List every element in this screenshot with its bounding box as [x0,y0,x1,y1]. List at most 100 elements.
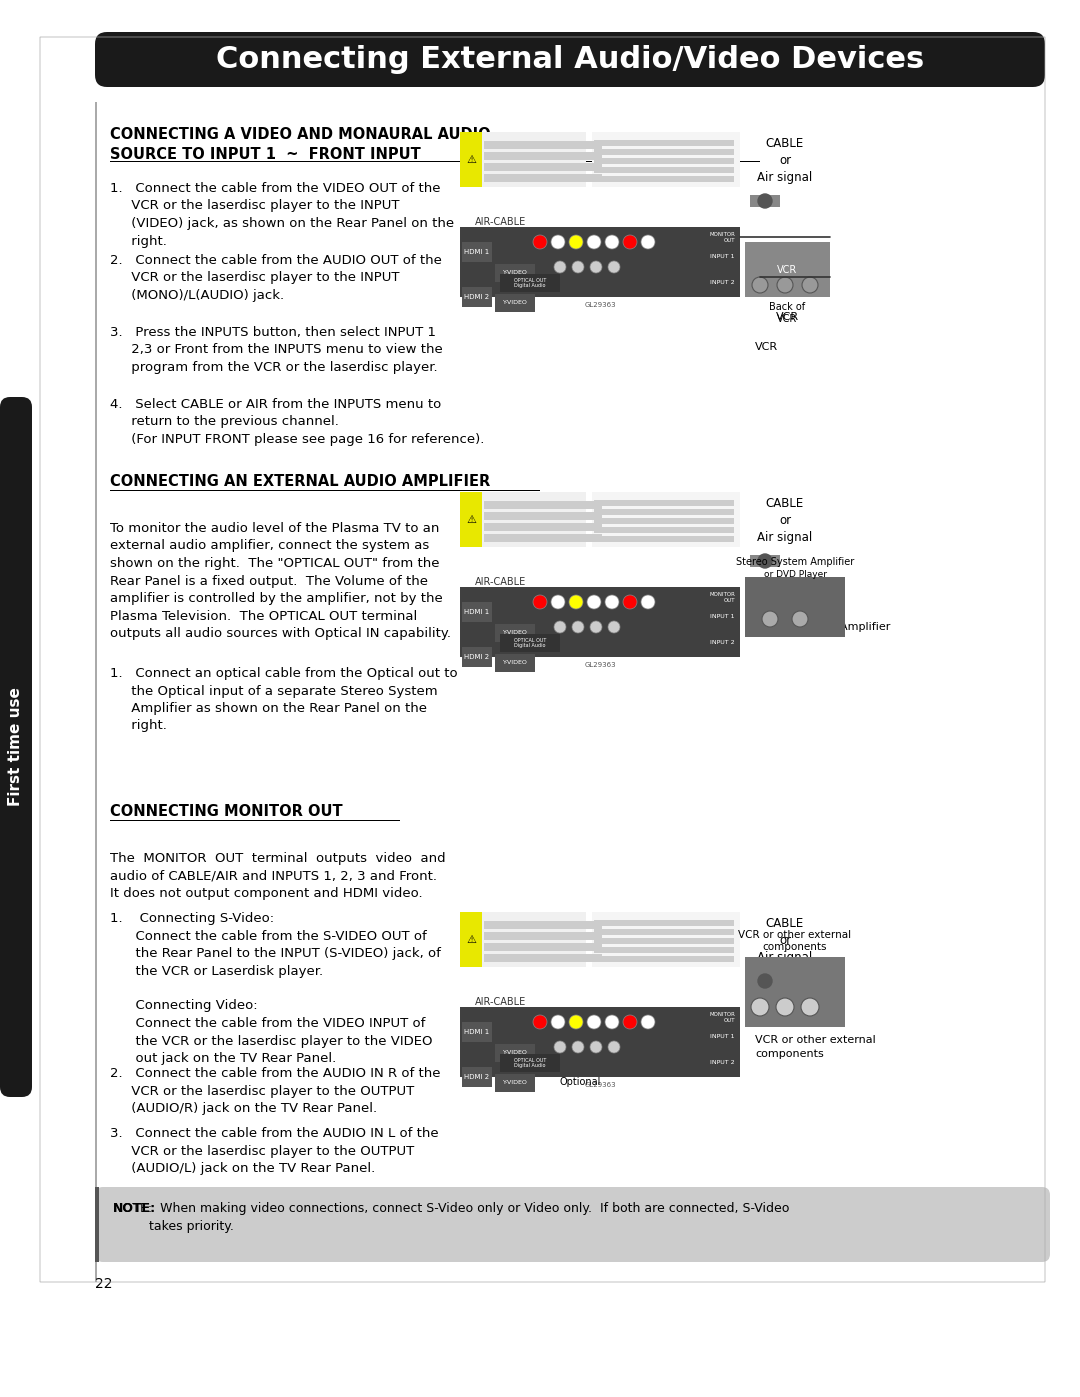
Bar [484,152,602,161]
Bar [594,956,734,963]
Circle shape [758,974,772,988]
Circle shape [777,997,794,1016]
Text: 1.    Connecting S-Video:
      Connect the cable from the S-VIDEO OUT of
      : 1. Connecting S-Video: Connect the cable… [110,912,441,1065]
Text: INPUT 1: INPUT 1 [711,254,735,260]
Text: VIDEO: VIDEO [565,577,585,583]
Text: HDMI 1: HDMI 1 [464,1030,489,1035]
Text: HDMI 2: HDMI 2 [464,1074,489,1080]
Text: 1.   Connect an optical cable from the Optical out to
     the Optical input of : 1. Connect an optical cable from the Opt… [110,666,458,732]
Circle shape [777,277,793,293]
Text: VCR or other external
components: VCR or other external components [755,1035,876,1059]
Circle shape [588,235,600,249]
Circle shape [572,261,584,272]
Bar [484,932,602,940]
Circle shape [569,595,583,609]
Bar [460,1007,740,1077]
Bar [495,624,535,643]
Bar [594,168,734,173]
Text: MONITOR
OUT: MONITOR OUT [710,232,735,243]
Text: Y-VIDEO: Y-VIDEO [502,1080,527,1085]
Bar [592,131,740,187]
Circle shape [642,1016,654,1030]
Text: VCR: VCR [775,312,798,321]
FancyBboxPatch shape [95,32,1045,87]
Bar [95,1187,99,1261]
Bar [460,226,740,298]
Bar [495,264,535,282]
Text: CONNECTING AN EXTERNAL AUDIO AMPLIFIER: CONNECTING AN EXTERNAL AUDIO AMPLIFIER [110,474,490,489]
Text: GL29363: GL29363 [584,302,616,307]
Circle shape [554,261,566,272]
Text: AUDIO: AUDIO [599,217,620,222]
Text: Back of
VCR: Back of VCR [755,256,796,278]
Circle shape [551,1016,565,1030]
Text: INPUT 1: INPUT 1 [711,615,735,619]
Bar [495,293,535,312]
Circle shape [758,194,772,208]
Bar [95,102,97,1282]
Circle shape [554,1041,566,1053]
Bar [594,929,734,935]
Bar [460,912,586,967]
Text: To monitor the audio level of the Plasma TV to an
external audio amplifier, conn: To monitor the audio level of the Plasma… [110,522,451,640]
Text: CONNECTING A VIDEO AND MONAURAL AUDIO
SOURCE TO INPUT 1  ~  FRONT INPUT: CONNECTING A VIDEO AND MONAURAL AUDIO SO… [110,127,490,162]
Bar [594,947,734,953]
Bar [594,527,734,534]
Text: VIDEO: VIDEO [565,217,585,222]
Text: Stereo System Amplifier: Stereo System Amplifier [735,557,854,567]
Circle shape [802,277,818,293]
Bar [110,820,400,821]
Text: 2.   Connect the cable from the AUDIO IN R of the
     VCR or the laserdisc play: 2. Connect the cable from the AUDIO IN R… [110,1067,441,1115]
Bar [592,492,740,548]
Bar [110,489,540,490]
Bar [484,943,602,951]
Bar [110,161,760,162]
Text: NOTE:: NOTE: [113,1201,157,1215]
Circle shape [608,622,620,633]
Text: S-VIDEO: S-VIDEO [527,997,553,1002]
Text: HDMI 2: HDMI 2 [464,293,489,300]
Bar [484,921,602,929]
Circle shape [623,1016,637,1030]
Text: Stereo System Amplifier: Stereo System Amplifier [755,622,890,631]
Text: S-VIDEO: S-VIDEO [527,217,553,222]
Text: 1.   Connect the cable from the VIDEO OUT of the
     VCR or the laserdisc playe: 1. Connect the cable from the VIDEO OUT … [110,182,454,247]
Bar [594,937,734,944]
Text: OPTICAL OUT
Digital Audio: OPTICAL OUT Digital Audio [514,278,546,288]
Text: AUDIO: AUDIO [599,997,620,1002]
Bar [462,1023,492,1042]
Text: or DVD Player: or DVD Player [764,570,826,578]
Bar [745,242,831,298]
Text: ⚠: ⚠ [465,515,476,525]
Text: VCR: VCR [755,342,778,352]
Text: CABLE
or
Air signal: CABLE or Air signal [757,137,812,184]
Bar [594,140,734,147]
Text: HDMI 1: HDMI 1 [464,609,489,615]
Text: 3.   Press the INPUTS button, then select INPUT 1
     2,3 or Front from the INP: 3. Press the INPUTS button, then select … [110,326,443,374]
Text: Back of
VCR: Back of VCR [769,302,805,324]
Circle shape [801,997,819,1016]
Text: INPUT 1: INPUT 1 [711,1035,735,1039]
Text: 4.   Select CABLE or AIR from the INPUTS menu to
     return to the previous cha: 4. Select CABLE or AIR from the INPUTS m… [110,398,484,446]
Circle shape [590,261,602,272]
Bar [594,176,734,182]
Bar [594,500,734,506]
Text: CONNECTING MONITOR OUT: CONNECTING MONITOR OUT [110,805,342,819]
Bar [500,1053,561,1071]
Bar [460,912,482,967]
Circle shape [569,1016,583,1030]
Bar [484,502,602,509]
Circle shape [534,235,546,249]
Circle shape [551,595,565,609]
Text: AIR-CABLE: AIR-CABLE [475,577,526,587]
FancyBboxPatch shape [0,397,32,1097]
Circle shape [572,1041,584,1053]
Circle shape [752,277,768,293]
Bar [484,141,602,149]
Bar [592,912,740,967]
Text: HDMI 2: HDMI 2 [464,654,489,659]
Text: AIR-CABLE: AIR-CABLE [475,217,526,226]
Bar [594,158,734,163]
Text: INPUT 3: INPUT 3 [711,665,735,669]
Text: Y-VIDEO: Y-VIDEO [502,300,527,306]
